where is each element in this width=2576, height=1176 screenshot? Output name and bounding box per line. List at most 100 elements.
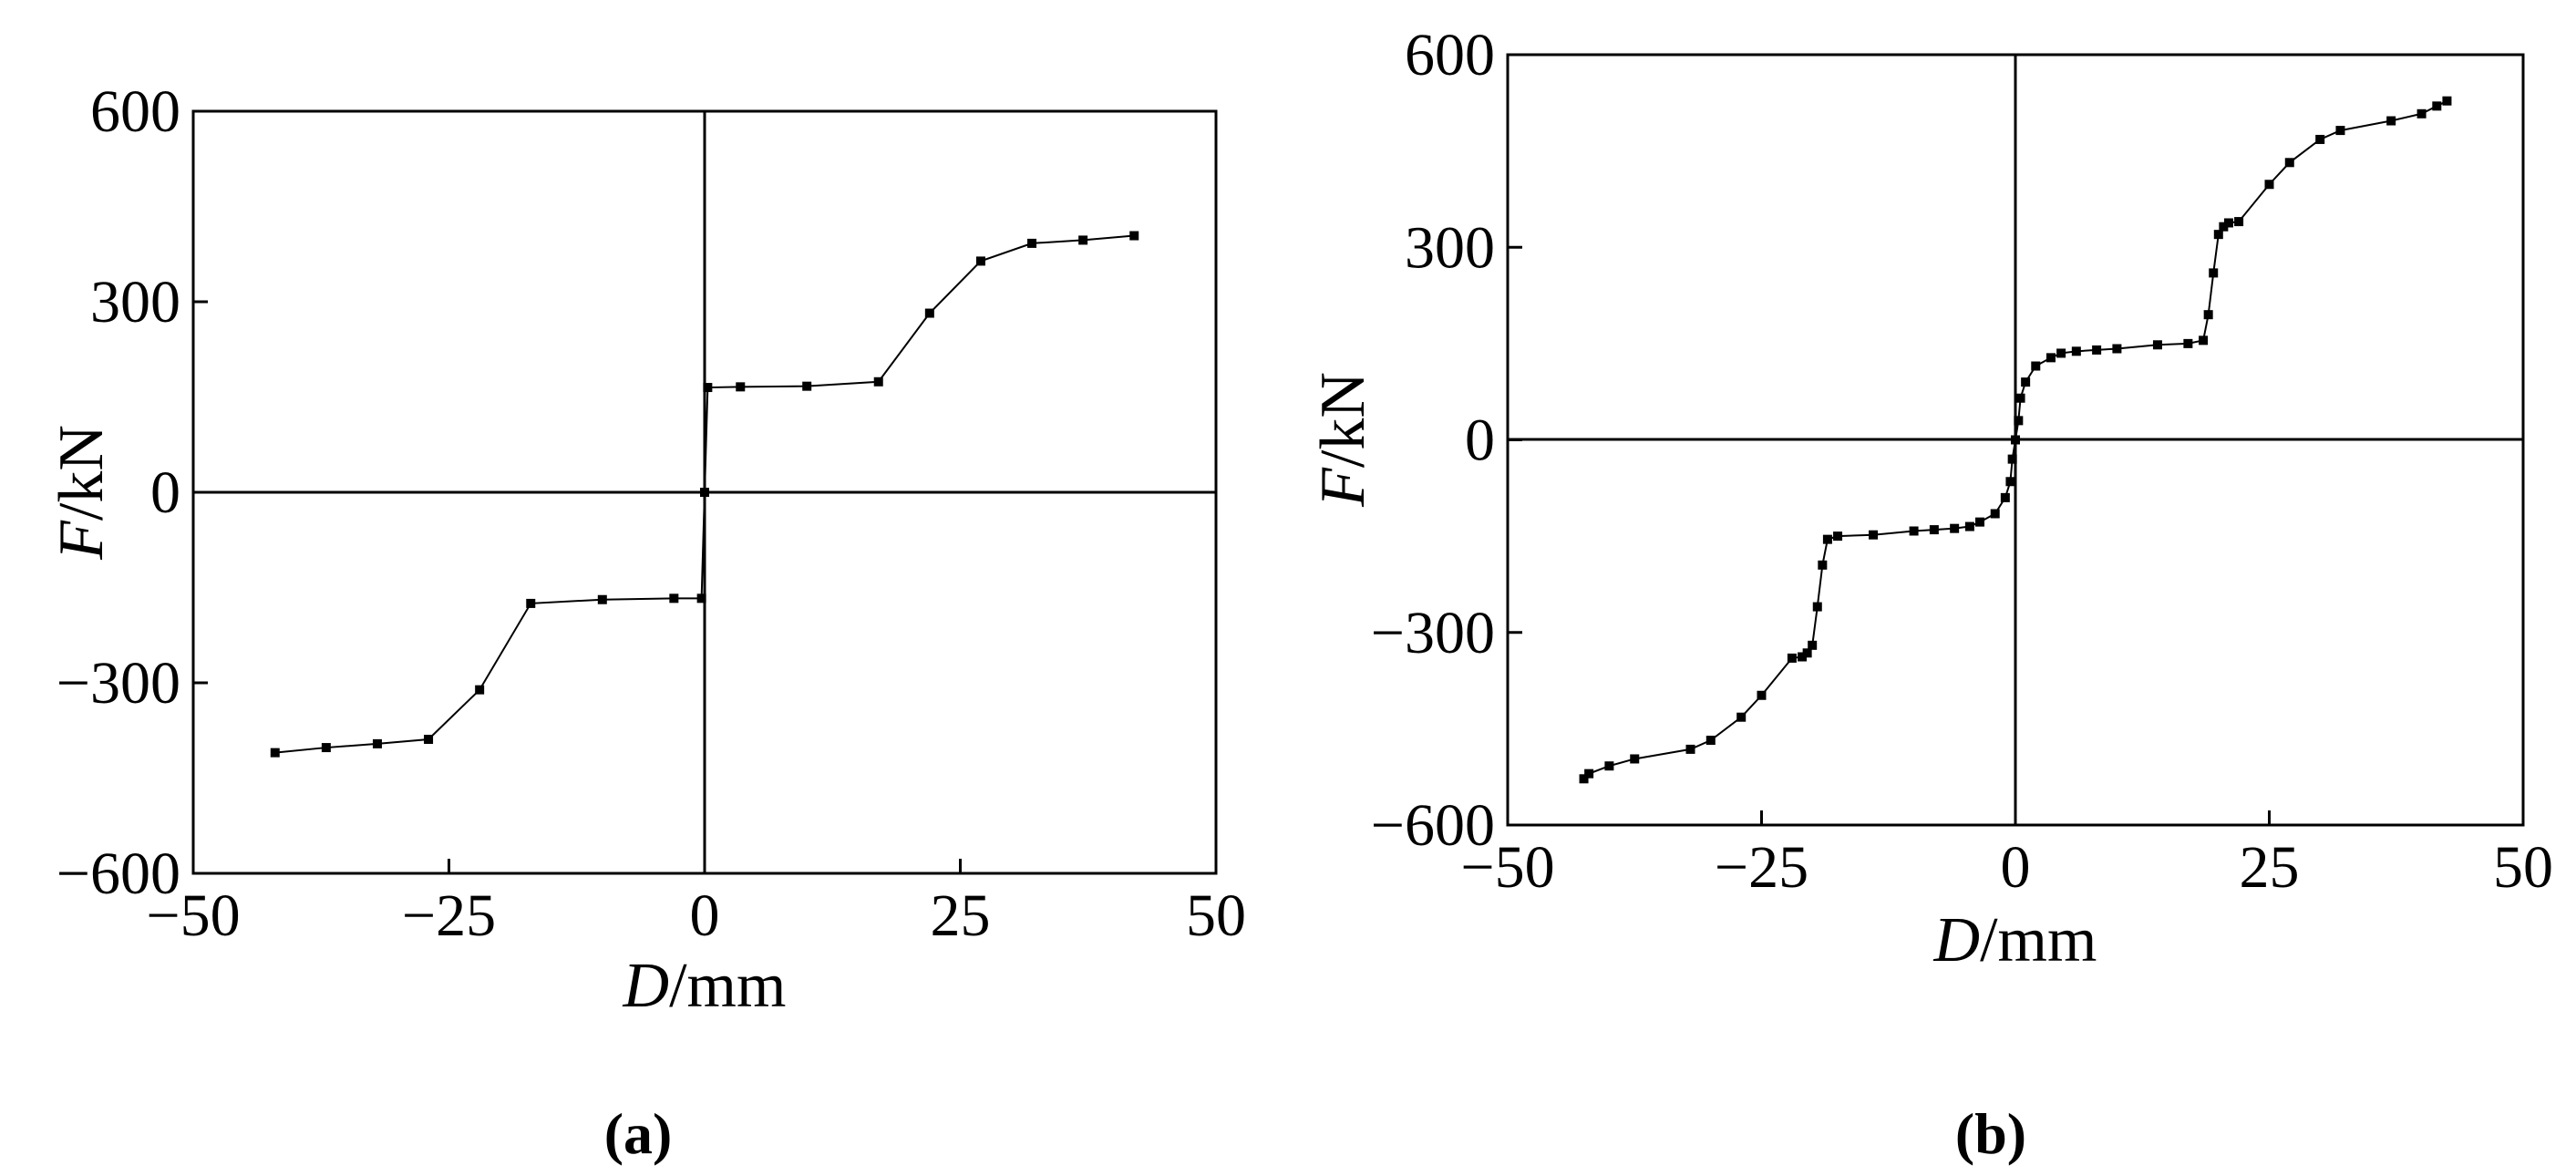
data-point-b (1964, 521, 1974, 531)
data-point-b (2264, 180, 2274, 190)
data-point-b (2219, 222, 2229, 232)
data-point-a (736, 382, 746, 392)
data-point-b (1818, 560, 1828, 570)
x-axis-var-b: D (1933, 905, 1981, 975)
data-point-a (1129, 231, 1139, 241)
y-tick-label-a: 0 (150, 459, 180, 526)
series-b (1579, 96, 2452, 784)
x-tick-labels-a: −50 −25 0 25 50 (146, 882, 1246, 949)
data-point-b (1757, 690, 1767, 700)
data-point-a (975, 256, 985, 266)
data-point-a (475, 685, 485, 695)
data-point-b (2183, 338, 2193, 348)
data-point-a (703, 383, 713, 393)
y-tick-label-a: 300 (90, 269, 180, 335)
data-point-b (2284, 158, 2294, 168)
data-point-a (1027, 238, 1037, 248)
data-point-b (2223, 218, 2233, 228)
x-axis-unit-b: /mm (1980, 905, 2097, 975)
chart-b: −50 −25 0 25 50 −600 −300 0 300 600 D/mm F/kN (b… (1308, 22, 2553, 1166)
x-tick-label-a: −50 (146, 882, 240, 949)
data-point-b (2442, 96, 2452, 106)
data-point-a (873, 377, 883, 387)
x-tick-label-b: 0 (2001, 834, 2031, 901)
data-point-b (1990, 509, 2000, 519)
data-point-b (2092, 345, 2102, 355)
y-tick-label-a: 600 (90, 78, 180, 145)
y-tick-label-a: −300 (57, 650, 180, 717)
tick-marks-a (191, 109, 1218, 875)
data-point-b (2234, 217, 2244, 227)
x-tick-label-a: 25 (931, 882, 991, 949)
data-point-b (1798, 652, 1808, 662)
y-axis-label-b: F/kN (1308, 372, 1378, 508)
data-point-b (2213, 230, 2223, 240)
chart-a: −50 −25 0 25 50 −600 −300 0 300 600 D/mm F/kN (a… (46, 78, 1246, 1166)
data-point-a (424, 735, 434, 745)
x-tick-label-b: 25 (2240, 834, 2300, 901)
x-tick-label-a: 50 (1186, 882, 1246, 949)
panel-label-b: (b) (1955, 1101, 2026, 1166)
y-axis-var-b: F (1308, 467, 1378, 508)
data-point-b (1579, 774, 1589, 784)
data-point-a (802, 381, 812, 391)
data-point-b (1685, 744, 1695, 754)
y-axis-label-a: F/kN (46, 425, 117, 561)
y-tick-label-b: 600 (1405, 22, 1495, 88)
data-point-a (1078, 235, 1088, 245)
y-tick-label-b: −300 (1371, 600, 1495, 666)
data-point-b (1833, 531, 1843, 542)
y-axis-var-a: F (46, 520, 117, 561)
data-point-b (1630, 754, 1640, 764)
data-point-b (2045, 353, 2056, 363)
data-point-b (1909, 526, 1919, 536)
data-point-b (2031, 361, 2041, 371)
series-a (270, 231, 1139, 758)
data-point-b (1975, 517, 1985, 527)
y-tick-label-b: −600 (1371, 792, 1495, 859)
data-point-b (2000, 492, 2010, 502)
data-point-b (1929, 525, 1939, 535)
data-point-b (1808, 640, 1818, 650)
y-tick-labels-a: −600 −300 0 300 600 (57, 78, 180, 907)
y-axis-unit-b: /kN (1308, 372, 1378, 468)
data-point-b (1812, 602, 1822, 612)
data-point-b (2432, 101, 2442, 111)
panel-label-a: (a) (604, 1101, 673, 1166)
y-axis-unit-a: /kN (46, 425, 117, 521)
data-point-b (2021, 377, 2031, 387)
x-tick-label-a: 0 (690, 882, 720, 949)
data-point-a (526, 598, 536, 608)
data-point-b (1604, 761, 1614, 771)
x-tick-label-b: 50 (2493, 834, 2553, 901)
data-point-a (372, 738, 382, 748)
data-point-b (2056, 348, 2066, 358)
data-point-a (597, 594, 607, 604)
data-point-b (2203, 310, 2213, 320)
data-point-b (2152, 340, 2162, 350)
data-point-a (669, 593, 679, 603)
data-point-b (2014, 416, 2024, 426)
data-point-b (2071, 346, 2081, 356)
data-point-b (2416, 108, 2427, 119)
data-point-b (1822, 534, 1832, 544)
data-point-b (1802, 648, 1812, 658)
data-point-b (2386, 116, 2396, 126)
x-axis-var-a: D (623, 951, 670, 1021)
data-point-a (696, 593, 706, 603)
data-point-b (2011, 435, 2020, 445)
data-point-b (2315, 134, 2325, 144)
x-tick-label-b: −25 (1715, 834, 1808, 901)
data-point-b (2015, 393, 2025, 403)
x-axis-label-a: D/mm (623, 951, 787, 1021)
data-point-a (321, 743, 331, 753)
x-tick-label-b: −50 (1460, 834, 1554, 901)
y-tick-label-b: 300 (1405, 214, 1495, 281)
data-point-b (2005, 477, 2015, 487)
x-tick-labels-b: −50 −25 0 25 50 (1460, 834, 2553, 901)
y-tick-label-a: −600 (57, 841, 180, 907)
data-point-b (1705, 736, 1716, 746)
x-axis-label-b: D/mm (1933, 905, 2097, 975)
data-point-a (924, 308, 934, 318)
